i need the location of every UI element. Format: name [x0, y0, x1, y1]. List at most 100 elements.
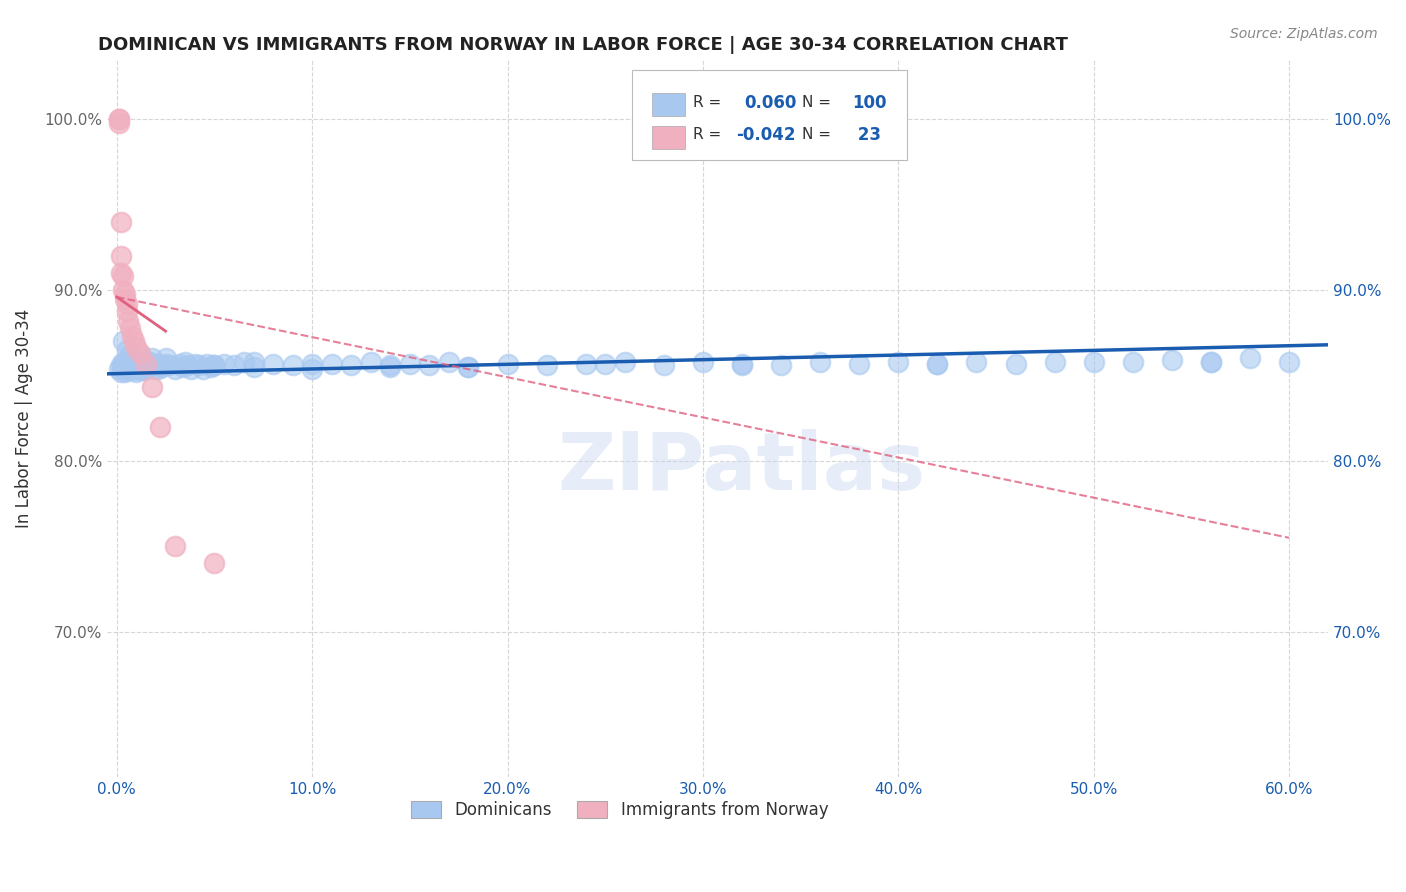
Point: [593, 357, 616, 371]
Point: [111, 283, 134, 297]
Text: 100: 100: [852, 94, 886, 112]
Point: [129, 346, 152, 360]
Point: [887, 355, 910, 369]
Point: [142, 361, 165, 376]
Point: [281, 359, 304, 373]
Point: [232, 355, 254, 369]
Point: [110, 365, 132, 379]
Point: [321, 357, 343, 371]
Point: [115, 359, 138, 373]
Text: Source: ZipAtlas.com: Source: ZipAtlas.com: [1230, 27, 1378, 41]
Point: [301, 361, 323, 376]
Point: [204, 359, 226, 373]
Point: [111, 359, 134, 374]
Point: [360, 355, 382, 369]
Point: [180, 361, 202, 376]
Point: [107, 112, 129, 127]
Point: [457, 359, 479, 374]
Point: [129, 363, 152, 377]
Point: [174, 355, 197, 369]
Point: [155, 357, 177, 371]
Point: [114, 359, 136, 373]
Point: [172, 359, 194, 374]
Point: [1160, 353, 1182, 368]
Point: [149, 419, 172, 434]
Point: [652, 359, 675, 373]
Point: [195, 357, 218, 371]
Legend: Dominicans, Immigrants from Norway: Dominicans, Immigrants from Norway: [405, 795, 835, 826]
Point: [107, 116, 129, 130]
Point: [124, 334, 146, 349]
Point: [120, 361, 142, 376]
Point: [141, 380, 163, 394]
Point: [139, 355, 162, 369]
Point: [187, 359, 209, 373]
Point: [110, 249, 132, 263]
Point: [204, 557, 226, 571]
Point: [131, 361, 153, 376]
Point: [132, 357, 155, 371]
Point: [141, 357, 163, 371]
Text: R =: R =: [693, 95, 727, 110]
Point: [222, 359, 245, 373]
Point: [115, 343, 138, 357]
Point: [110, 215, 132, 229]
Point: [121, 329, 143, 343]
Point: [124, 359, 146, 374]
Point: [496, 357, 519, 371]
Text: ZIPatlas: ZIPatlas: [558, 429, 927, 508]
Point: [135, 359, 157, 374]
Point: [731, 359, 754, 373]
Point: [115, 303, 138, 318]
Point: [457, 359, 479, 374]
Point: [136, 359, 159, 373]
Point: [120, 357, 142, 371]
Point: [1199, 355, 1222, 369]
Point: [242, 359, 264, 374]
Point: [380, 359, 402, 374]
Point: [808, 355, 831, 369]
Point: [149, 357, 172, 371]
Point: [1239, 351, 1261, 366]
Point: [731, 357, 754, 371]
Point: [927, 357, 949, 371]
Point: [1004, 357, 1026, 371]
Point: [121, 359, 143, 373]
Point: [340, 359, 363, 373]
Text: 23: 23: [852, 126, 882, 144]
Point: [111, 355, 134, 369]
Point: [111, 269, 134, 284]
Point: [262, 357, 284, 371]
Point: [146, 361, 169, 376]
Point: [115, 297, 138, 311]
Point: [117, 359, 139, 374]
Point: [110, 359, 132, 373]
Point: [125, 339, 148, 353]
Point: [124, 355, 146, 369]
Point: [165, 361, 187, 376]
Point: [125, 365, 148, 379]
Text: N =: N =: [801, 128, 835, 143]
Text: 0.060: 0.060: [744, 94, 797, 112]
Point: [131, 359, 153, 373]
Point: [1199, 355, 1222, 369]
Point: [155, 351, 177, 366]
Point: [242, 355, 264, 369]
Point: [380, 359, 402, 373]
Point: [117, 355, 139, 369]
Y-axis label: In Labor Force | Age 30-34: In Labor Force | Age 30-34: [15, 309, 32, 528]
Point: [301, 357, 323, 371]
Point: [132, 363, 155, 377]
Point: [129, 348, 152, 362]
Point: [125, 359, 148, 374]
Point: [127, 361, 149, 376]
Point: [418, 359, 440, 373]
Text: -0.042: -0.042: [735, 126, 796, 144]
FancyBboxPatch shape: [651, 94, 685, 116]
Point: [110, 266, 132, 280]
Point: [1043, 355, 1066, 369]
Point: [848, 357, 870, 371]
Point: [204, 359, 226, 373]
Point: [1122, 355, 1144, 369]
Point: [145, 359, 167, 373]
